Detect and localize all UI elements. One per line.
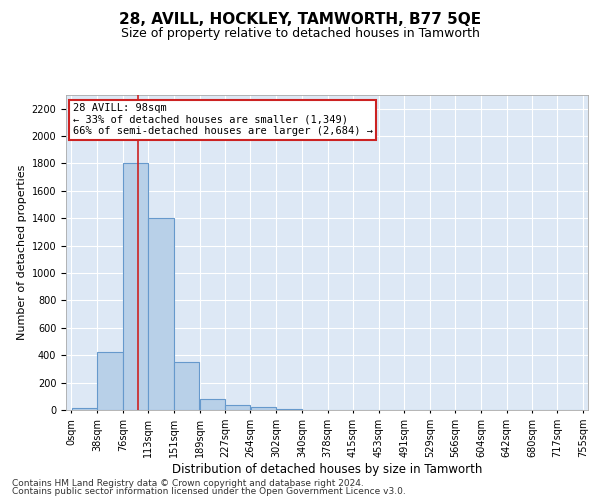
Text: 28 AVILL: 98sqm
← 33% of detached houses are smaller (1,349)
66% of semi-detache: 28 AVILL: 98sqm ← 33% of detached houses…	[73, 103, 373, 136]
Text: Contains HM Land Registry data © Crown copyright and database right 2024.: Contains HM Land Registry data © Crown c…	[12, 478, 364, 488]
Bar	[226, 405, 250, 410]
Bar	[71, 408, 97, 410]
Text: Contains public sector information licensed under the Open Government Licence v3: Contains public sector information licen…	[12, 487, 406, 496]
Bar	[276, 408, 302, 410]
Bar	[97, 352, 123, 410]
Bar	[251, 406, 276, 410]
Bar	[174, 362, 199, 410]
Y-axis label: Number of detached properties: Number of detached properties	[17, 165, 28, 340]
Bar	[200, 399, 225, 410]
Text: Size of property relative to detached houses in Tamworth: Size of property relative to detached ho…	[121, 28, 479, 40]
X-axis label: Distribution of detached houses by size in Tamworth: Distribution of detached houses by size …	[172, 462, 482, 475]
Bar	[123, 164, 148, 410]
Text: 28, AVILL, HOCKLEY, TAMWORTH, B77 5QE: 28, AVILL, HOCKLEY, TAMWORTH, B77 5QE	[119, 12, 481, 28]
Bar	[148, 218, 173, 410]
